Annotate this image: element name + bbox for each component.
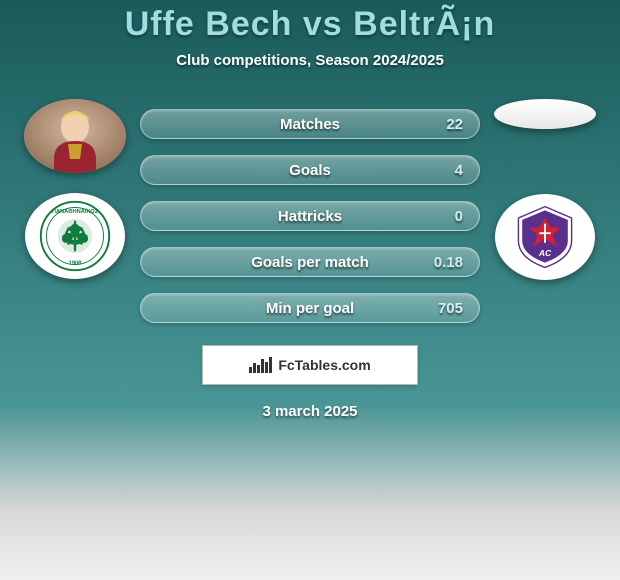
player-avatar-icon <box>24 99 126 173</box>
stat-label: Hattricks <box>278 208 342 225</box>
subtitle: Club competitions, Season 2024/2025 <box>0 52 620 69</box>
svg-text:1908: 1908 <box>69 261 82 267</box>
stat-bars: Matches 22 Goals 4 Hattricks 0 Goals per… <box>140 99 480 323</box>
stat-value: 0.18 <box>434 254 463 271</box>
player-photo-right <box>494 99 596 129</box>
stat-row-goals: Goals 4 <box>140 155 480 185</box>
fiorentina-logo-icon: AC <box>507 199 583 275</box>
stat-row-min-per-goal: Min per goal 705 <box>140 293 480 323</box>
stat-value: 0 <box>455 208 463 225</box>
footer-brand-badge: FcTables.com <box>202 345 418 385</box>
comparison-infographic: Uffe Bech vs BeltrÃ¡n Club competitions,… <box>0 0 620 580</box>
stat-row-goals-per-match: Goals per match 0.18 <box>140 247 480 277</box>
stat-value: 4 <box>455 162 463 179</box>
fctables-logo-icon <box>249 357 272 373</box>
stat-row-matches: Matches 22 <box>140 109 480 139</box>
footer-brand-text: FcTables.com <box>278 357 370 373</box>
stat-label: Matches <box>280 116 340 133</box>
svg-text:ΠΑΝΑΘΗΝΑΪΚΟΣ: ΠΑΝΑΘΗΝΑΪΚΟΣ <box>52 208 99 215</box>
club-badge-left: ΠΑΝΑΘΗΝΑΪΚΟΣ 1908 <box>25 193 125 279</box>
stat-value: 22 <box>446 116 463 133</box>
panathinaikos-logo-icon: ΠΑΝΑΘΗΝΑΪΚΟΣ 1908 <box>37 198 113 274</box>
stat-row-hattricks: Hattricks 0 <box>140 201 480 231</box>
svg-text:AC: AC <box>538 248 552 258</box>
stat-value: 705 <box>438 300 463 317</box>
left-column: ΠΑΝΑΘΗΝΑΪΚΟΣ 1908 <box>20 99 130 279</box>
club-badge-right: AC <box>495 194 595 280</box>
date-text: 3 march 2025 <box>0 403 620 420</box>
stat-label: Goals per match <box>251 254 369 271</box>
page-title: Uffe Bech vs BeltrÃ¡n <box>0 5 620 44</box>
stat-label: Min per goal <box>266 300 354 317</box>
stats-area: ΠΑΝΑΘΗΝΑΪΚΟΣ 1908 Matches 22 Goals 4 Hat… <box>0 99 620 323</box>
right-column: AC <box>490 99 600 280</box>
player-photo-left <box>24 99 126 173</box>
stat-label: Goals <box>289 162 331 179</box>
